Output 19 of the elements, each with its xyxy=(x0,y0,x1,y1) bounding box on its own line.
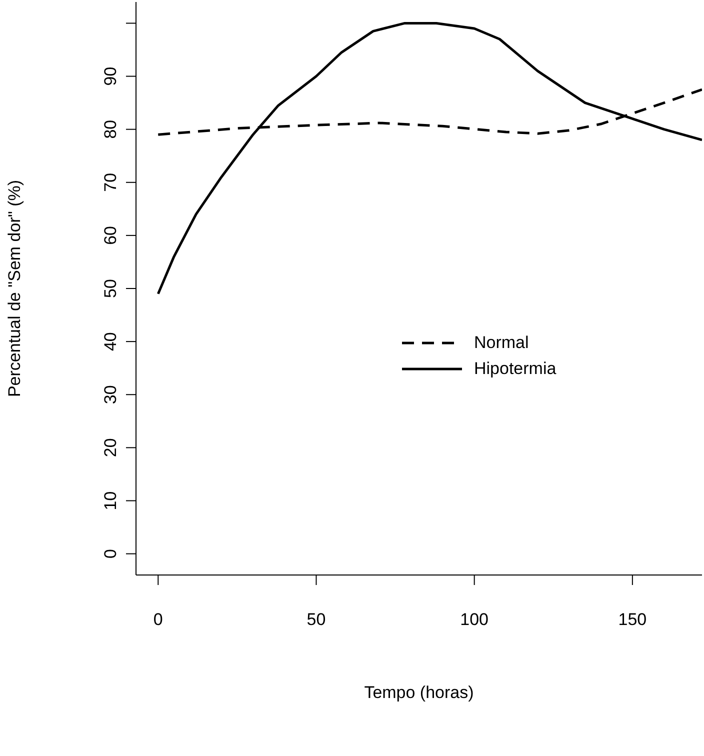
y-tick-label: 50 xyxy=(101,279,120,298)
x-tick-label: 0 xyxy=(153,610,163,629)
line-series xyxy=(156,22,702,296)
y-tick-label: 80 xyxy=(101,120,120,139)
y-tick-label: 30 xyxy=(101,385,120,404)
y-axis-title: Percentual de "Sem dor" (%) xyxy=(5,180,24,398)
x-tick-label: 100 xyxy=(460,610,489,629)
y-tick-label: 0 xyxy=(101,549,120,559)
y-tick-label: 90 xyxy=(101,66,120,86)
legend-label: Normal xyxy=(474,333,529,353)
y-tick-label: 60 xyxy=(101,226,120,245)
y-tick-label: 10 xyxy=(101,491,120,510)
legend-label: Hipotermia xyxy=(474,359,556,379)
x-tick-label: 150 xyxy=(618,610,647,629)
x-axis-title: Tempo (horas) xyxy=(364,683,474,702)
y-tick-label: 20 xyxy=(101,438,120,458)
y-tick-label: 70 xyxy=(101,172,120,192)
x-tick-label: 50 xyxy=(306,610,326,629)
y-tick-label: 40 xyxy=(101,332,120,352)
